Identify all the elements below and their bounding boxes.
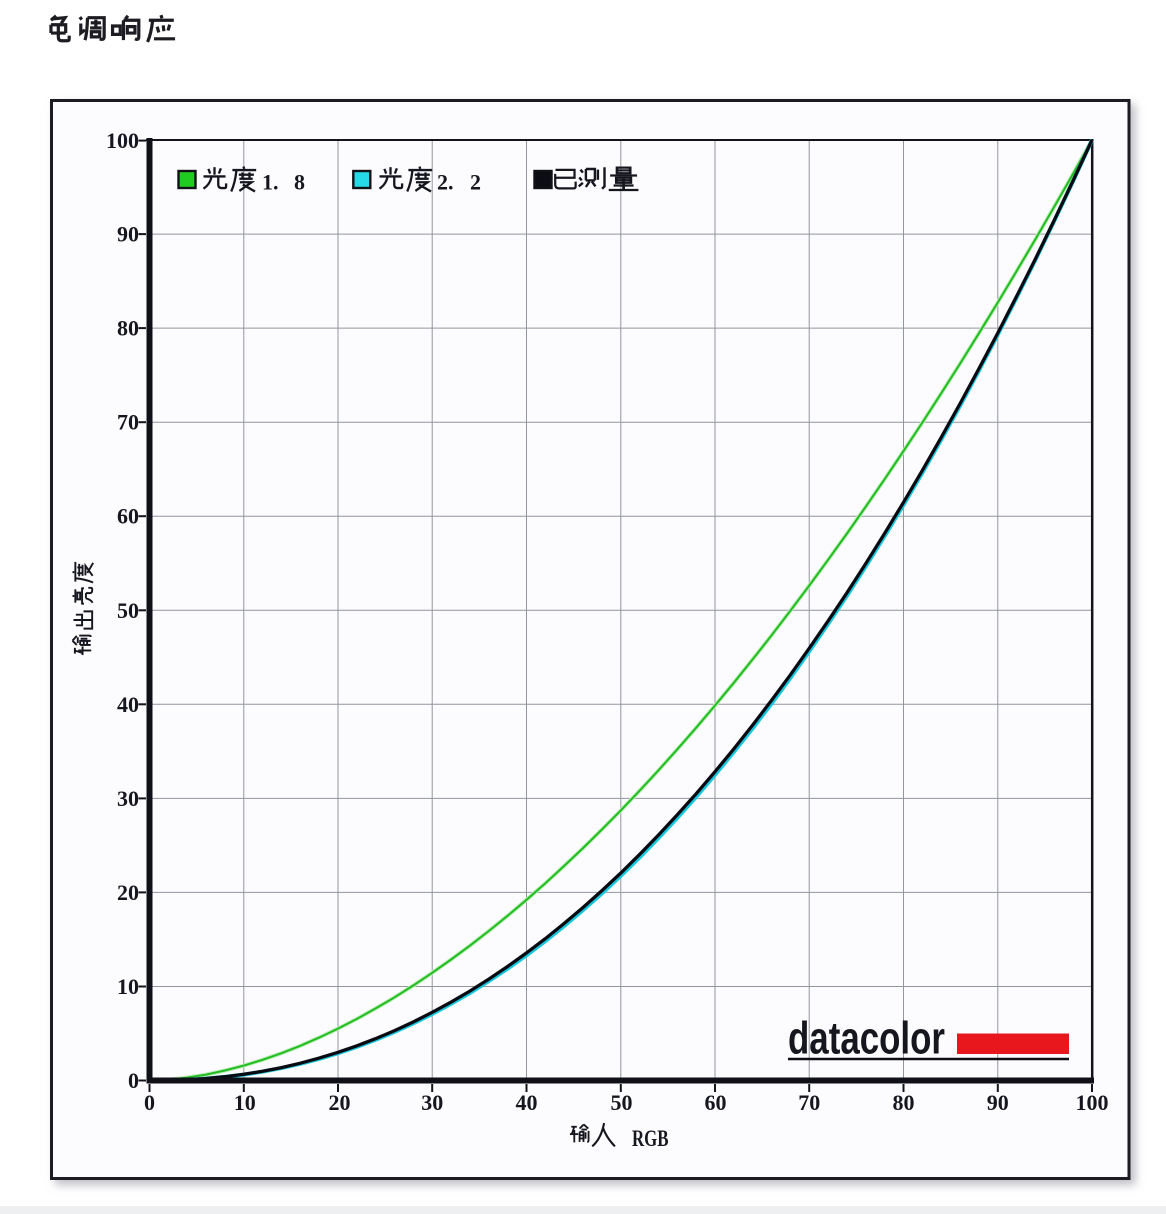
svg-text:80: 80 [893,1090,915,1115]
svg-text:60: 60 [117,504,139,529]
svg-text:80: 80 [117,316,139,341]
svg-text:10: 10 [234,1090,256,1115]
svg-text:10: 10 [117,974,139,999]
svg-text:2.: 2. [437,170,454,195]
svg-text:40: 40 [117,692,139,717]
svg-text:8: 8 [294,170,305,195]
svg-text:50: 50 [117,598,139,623]
svg-text:RGB: RGB [632,1126,669,1151]
svg-text:70: 70 [798,1090,820,1115]
svg-text:50: 50 [611,1090,633,1115]
svg-text:20: 20 [329,1090,351,1115]
svg-text:40: 40 [516,1090,538,1115]
svg-text:100: 100 [106,128,139,153]
svg-text:1.: 1. [262,170,279,195]
svg-text:0: 0 [144,1090,155,1115]
svg-text:100: 100 [1076,1090,1109,1115]
svg-text:2: 2 [470,170,481,195]
svg-text:0: 0 [128,1068,139,1093]
svg-text:60: 60 [705,1090,727,1115]
svg-text:datacolor: datacolor [788,1013,945,1064]
svg-text:30: 30 [421,1090,443,1115]
svg-text:30: 30 [117,786,139,811]
svg-text:70: 70 [117,410,139,435]
svg-text:90: 90 [117,222,139,247]
svg-text:20: 20 [117,880,139,905]
svg-text:90: 90 [987,1090,1009,1115]
